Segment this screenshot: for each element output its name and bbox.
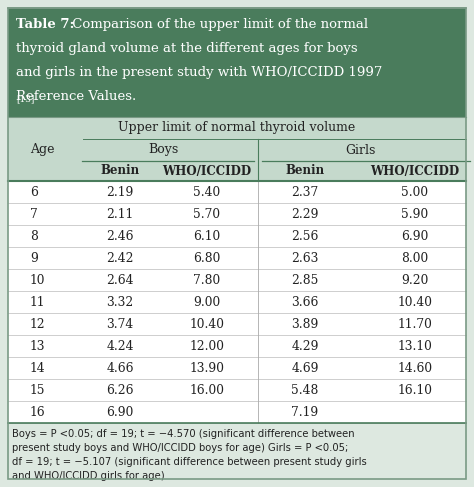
Text: 11.70: 11.70 <box>398 318 432 331</box>
Text: 10: 10 <box>30 274 46 286</box>
Text: 6.90: 6.90 <box>401 229 428 243</box>
Text: 9.00: 9.00 <box>193 296 220 308</box>
Text: 2.11: 2.11 <box>106 207 134 221</box>
Text: df = 19; t = −5.107 (significant difference between present study girls: df = 19; t = −5.107 (significant differe… <box>12 457 367 467</box>
Text: WHO/ICCIDD: WHO/ICCIDD <box>163 165 252 177</box>
Text: 4.29: 4.29 <box>291 339 319 353</box>
Text: 2.56: 2.56 <box>292 229 319 243</box>
Bar <box>8 139 466 161</box>
Text: 4.66: 4.66 <box>106 361 134 375</box>
Text: 2.46: 2.46 <box>106 229 134 243</box>
Text: 3.74: 3.74 <box>106 318 134 331</box>
Text: Girls: Girls <box>345 144 375 156</box>
Text: Boys: Boys <box>148 144 179 156</box>
Text: 13.90: 13.90 <box>190 361 225 375</box>
Text: present study boys and WHO/ICCIDD boys for age) Girls = P <0.05;: present study boys and WHO/ICCIDD boys f… <box>12 443 348 453</box>
Text: 2.19: 2.19 <box>106 186 134 199</box>
Text: 2.85: 2.85 <box>292 274 319 286</box>
Text: 3.32: 3.32 <box>106 296 134 308</box>
Text: Reference Values.: Reference Values. <box>16 90 136 103</box>
Text: WHO/ICCIDD: WHO/ICCIDD <box>371 165 460 177</box>
Text: Table 7:: Table 7: <box>16 18 74 31</box>
Text: 6.90: 6.90 <box>106 406 134 418</box>
Text: 5.90: 5.90 <box>401 207 428 221</box>
Text: 9: 9 <box>30 251 38 264</box>
Text: 2.29: 2.29 <box>291 207 319 221</box>
Text: thyroid gland volume at the different ages for boys: thyroid gland volume at the different ag… <box>16 42 357 55</box>
Text: 2.37: 2.37 <box>292 186 319 199</box>
Text: Comparison of the upper limit of the normal: Comparison of the upper limit of the nor… <box>68 18 368 31</box>
Bar <box>8 117 466 139</box>
Text: 10.40: 10.40 <box>190 318 225 331</box>
Text: 5.40: 5.40 <box>193 186 220 199</box>
Text: 12: 12 <box>30 318 46 331</box>
Text: 7.80: 7.80 <box>193 274 220 286</box>
Text: 15: 15 <box>30 383 46 396</box>
Bar <box>8 8 466 117</box>
Bar <box>8 181 466 423</box>
Text: Upper limit of normal thyroid volume: Upper limit of normal thyroid volume <box>118 121 356 134</box>
Text: and girls in the present study with WHO/ICCIDD 1997: and girls in the present study with WHO/… <box>16 66 383 79</box>
Text: 3.89: 3.89 <box>292 318 319 331</box>
Text: 4.24: 4.24 <box>106 339 134 353</box>
Text: 11: 11 <box>30 296 46 308</box>
Text: 12.00: 12.00 <box>190 339 225 353</box>
Text: 14.60: 14.60 <box>397 361 433 375</box>
Text: 6.80: 6.80 <box>193 251 221 264</box>
Text: 6.26: 6.26 <box>106 383 134 396</box>
Text: 2.42: 2.42 <box>106 251 134 264</box>
Text: 16: 16 <box>30 406 46 418</box>
Text: 8: 8 <box>30 229 38 243</box>
Text: 2.64: 2.64 <box>106 274 134 286</box>
Text: 7: 7 <box>30 207 38 221</box>
Text: 16.10: 16.10 <box>398 383 432 396</box>
Text: 2.63: 2.63 <box>292 251 319 264</box>
Text: 6: 6 <box>30 186 38 199</box>
Text: 5.70: 5.70 <box>193 207 220 221</box>
Text: Boys = P <0.05; df = 19; t = −4.570 (significant difference between: Boys = P <0.05; df = 19; t = −4.570 (sig… <box>12 429 355 439</box>
Text: 4.69: 4.69 <box>291 361 319 375</box>
Text: 7.19: 7.19 <box>292 406 319 418</box>
Text: 10.40: 10.40 <box>398 296 432 308</box>
Text: [13]: [13] <box>16 94 35 103</box>
Text: 3.66: 3.66 <box>292 296 319 308</box>
Text: 14: 14 <box>30 361 46 375</box>
Text: 5.48: 5.48 <box>292 383 319 396</box>
Text: 9.20: 9.20 <box>401 274 428 286</box>
Text: Benin: Benin <box>100 165 139 177</box>
Text: Age: Age <box>30 144 55 156</box>
Text: 8.00: 8.00 <box>401 251 428 264</box>
Text: 13: 13 <box>30 339 46 353</box>
Bar <box>8 423 466 479</box>
Text: 16.00: 16.00 <box>190 383 225 396</box>
Text: 13.10: 13.10 <box>398 339 432 353</box>
Text: and WHO/ICCIDD girls for age): and WHO/ICCIDD girls for age) <box>12 471 164 481</box>
Bar <box>8 161 466 181</box>
Text: Benin: Benin <box>285 165 325 177</box>
Text: 6.10: 6.10 <box>193 229 220 243</box>
Text: 5.00: 5.00 <box>401 186 428 199</box>
